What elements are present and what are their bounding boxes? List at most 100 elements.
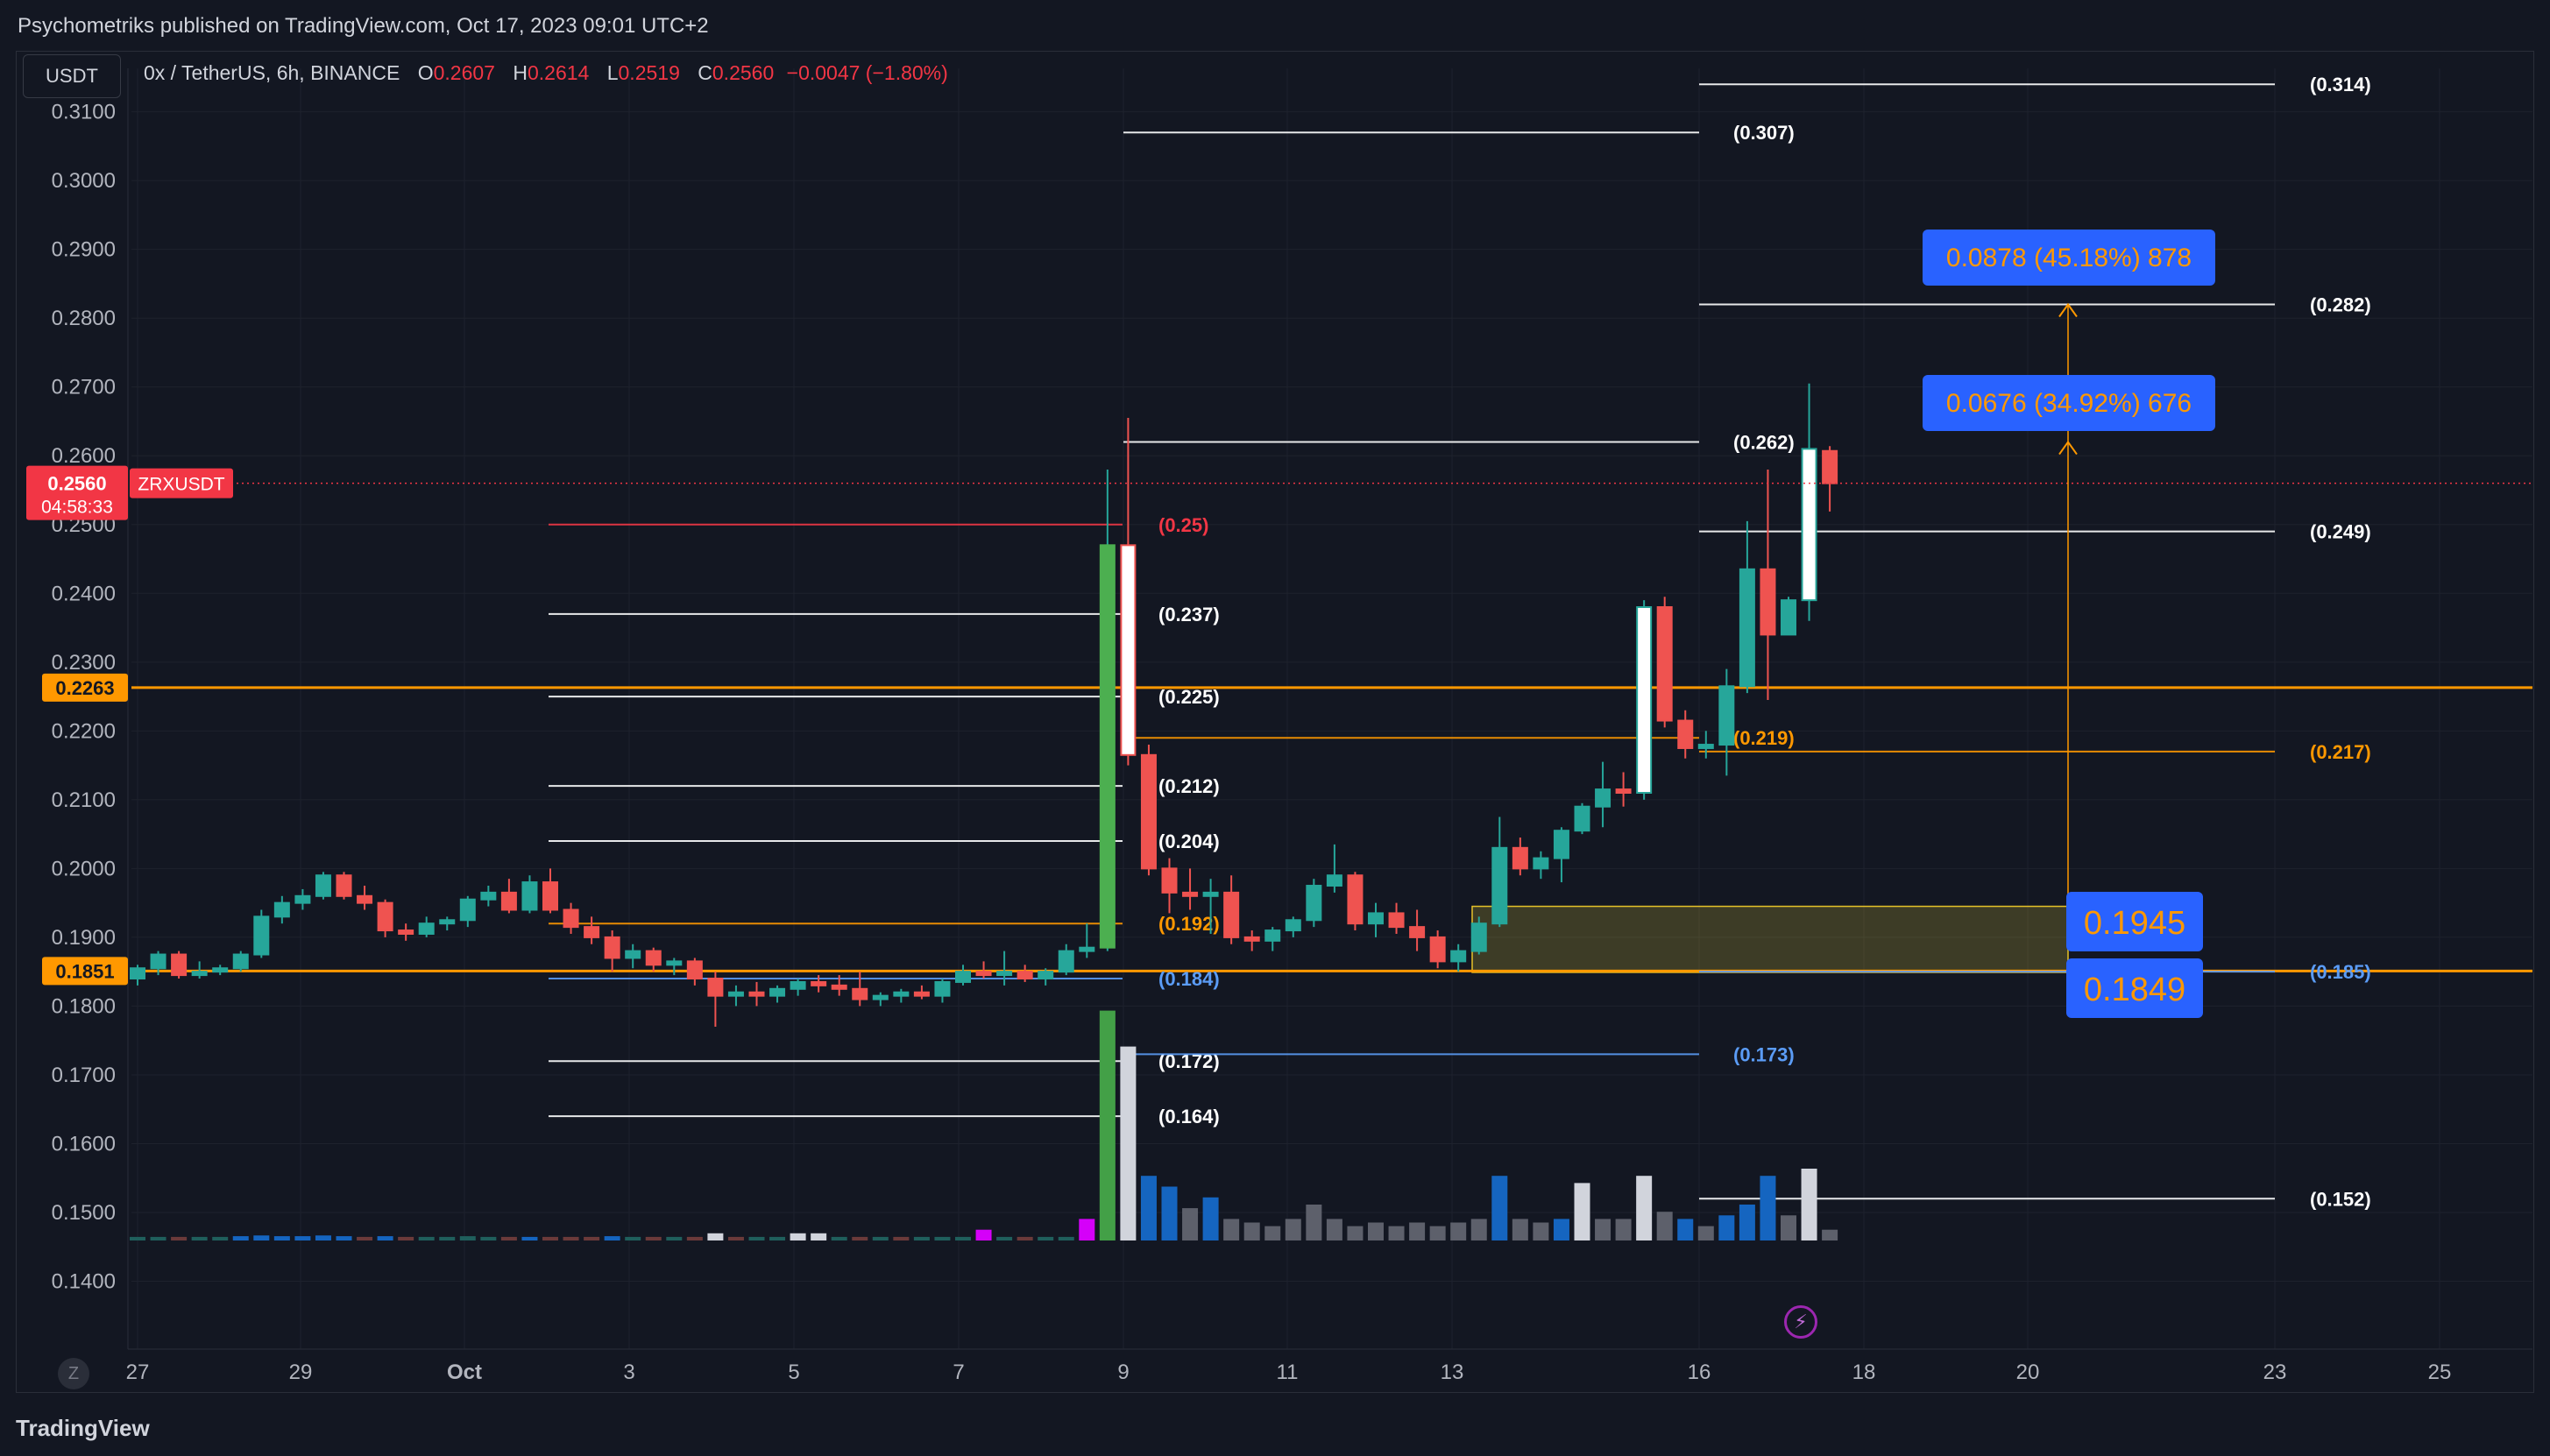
volume-bar [191,1236,208,1240]
volume-bar [1636,1176,1653,1240]
candle-body [1099,544,1116,949]
measure-arrowhead [2058,302,2078,318]
candle-body [1326,874,1342,887]
y-tick-label: 0.2000 [52,857,116,880]
volume-bar [1470,1219,1487,1240]
candle-body [975,971,992,977]
candle-body [1636,605,1653,795]
candle-body [1409,926,1426,938]
fib-level-mid-label: (0.219) [1733,727,1795,749]
measure-label-box [1923,375,2215,431]
volume-bar [171,1236,188,1240]
volume-bar [934,1236,951,1240]
candle-body [996,971,1013,977]
volume-bar [1182,1208,1199,1240]
candle-body [1801,448,1817,602]
countdown-text: 04:58:33 [41,498,113,518]
volume-bar [1285,1219,1301,1240]
y-tick-label: 0.2400 [52,582,116,605]
candle-body [500,891,517,911]
y-tick-label: 0.2600 [52,444,116,468]
candle-body [1306,885,1322,922]
fib-level-right-label: (0.152) [2310,1188,2371,1210]
volume-bar [645,1236,662,1240]
volume-bar [542,1236,558,1240]
volume-bar [130,1236,145,1240]
chart-frame [16,51,2534,1393]
candle-body [1574,805,1590,832]
candle-body [1615,788,1632,795]
volume-bar [500,1236,517,1240]
volume-bar [1491,1176,1508,1240]
candle-body [625,950,641,959]
volume-bar [893,1236,910,1240]
candle-body [1760,568,1776,636]
fib-level-mid-label: (0.262) [1733,432,1795,454]
lightning-icon[interactable]: ⚡ [1784,1305,1817,1339]
candle-body [1739,568,1755,688]
fib-level-right-label: (0.249) [2310,521,2371,543]
volume-bar [563,1236,579,1240]
last-price-badge [26,465,128,520]
candle-body [1822,449,1838,484]
x-tick-label: 13 [1441,1361,1464,1384]
volume-bar [357,1236,373,1240]
zone-price-box [2066,892,2203,951]
candle-body [1347,874,1364,925]
y-tick-label: 0.1700 [52,1064,116,1087]
candle-body [1058,950,1074,973]
volume-bar [1306,1205,1322,1240]
x-tick-label: 16 [1688,1361,1711,1384]
zone-price-text: 0.1849 [2084,972,2185,1008]
volume-bar [913,1236,930,1240]
symbol-badge-text: ZRXUSDT [138,475,224,495]
candle-body [130,967,145,980]
x-tick-label: 18 [1852,1361,1876,1384]
fib-level-mid-label: (0.173) [1733,1043,1795,1065]
volume-bar [1079,1219,1095,1240]
x-tick-label: 25 [2428,1361,2452,1384]
y-tick-label: 0.1900 [52,926,116,950]
candle-body [1656,605,1673,722]
volume-bar [232,1236,249,1240]
candle-body [521,881,538,911]
volume-bar [1264,1226,1281,1240]
x-tick-label: 7 [953,1361,964,1384]
candle-body [253,915,270,956]
candle-body [439,919,456,925]
fib-level-left-label: (0.237) [1158,604,1220,626]
volume-bar [1595,1219,1611,1240]
volume-bar [1223,1219,1240,1240]
x-tick-label: 27 [126,1361,150,1384]
timezone-button[interactable]: Z [58,1358,89,1389]
y-tick-label: 0.1400 [52,1270,116,1294]
volume-bar [253,1235,270,1240]
candle-body [1491,846,1508,925]
volume-bar [1368,1222,1384,1240]
fib-level-left-label: (0.164) [1158,1106,1220,1127]
legend-high-label: H [513,61,528,84]
volume-bar [748,1236,765,1240]
x-tick-label: 11 [1277,1361,1299,1384]
legend-high-value: 0.2614 [527,61,590,84]
volume-bar [811,1233,827,1240]
candle-body [1120,544,1137,756]
volume-bar [625,1236,641,1240]
volume-bar [1326,1219,1342,1240]
candle-body [1697,744,1714,749]
volume-bar [1801,1169,1817,1240]
candle-body [913,991,930,997]
candle-body [357,894,373,904]
measure-label-text: 0.0676 (34.92%) 676 [1946,389,2192,418]
volume-bar [1739,1205,1755,1240]
y-tick-label: 0.1600 [52,1132,116,1156]
candle-body [584,926,600,938]
fib-level-left-label: (0.25) [1158,514,1208,536]
candle-body [604,936,620,959]
footer: TradingView [0,1397,2550,1456]
volume-bar [377,1236,393,1240]
candle-body [171,953,188,977]
volume-bar [1677,1219,1694,1240]
currency-button[interactable]: USDT [23,54,121,98]
